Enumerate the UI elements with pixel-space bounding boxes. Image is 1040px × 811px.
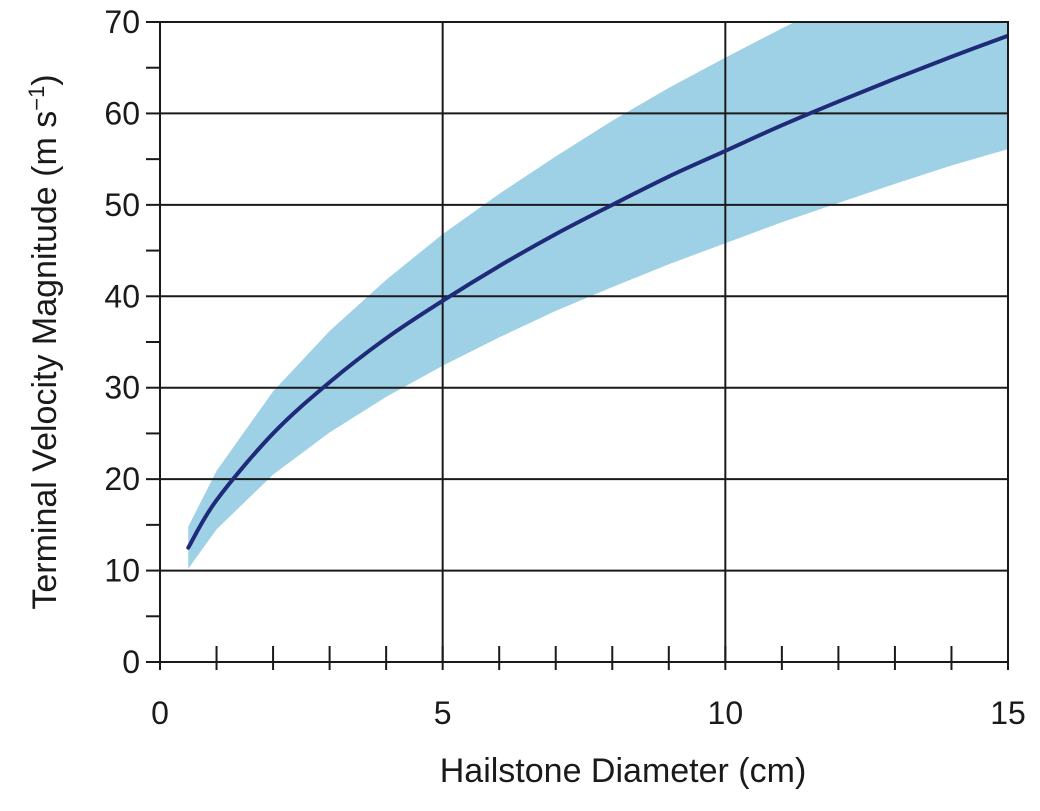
y-tick-label: 70 (104, 4, 140, 40)
x-tick-label: 10 (708, 695, 744, 731)
x-tick-label: 15 (990, 695, 1026, 731)
x-tick-label: 5 (434, 695, 452, 731)
y-axis-title-main: Terminal Velocity Magnitude (m s (26, 111, 64, 610)
y-tick-label: 40 (104, 278, 140, 314)
y-axis-title-close: ) (26, 74, 64, 85)
y-tick-label: 20 (104, 461, 140, 497)
y-tick-label: 0 (122, 644, 140, 680)
y-axis-title-superscript: −1 (24, 86, 49, 111)
y-tick-label: 60 (104, 95, 140, 131)
y-tick-label: 30 (104, 370, 140, 406)
y-tick-label: 50 (104, 187, 140, 223)
y-tick-label: 10 (104, 553, 140, 589)
uncertainty-band (188, 22, 1008, 569)
y-axis-title: Terminal Velocity Magnitude (m s−1) (24, 74, 65, 609)
terminal-velocity-line (186, 33, 1008, 550)
x-axis-title: Hailstone Diameter (cm) (440, 752, 807, 790)
x-tick-label: 0 (151, 695, 169, 731)
